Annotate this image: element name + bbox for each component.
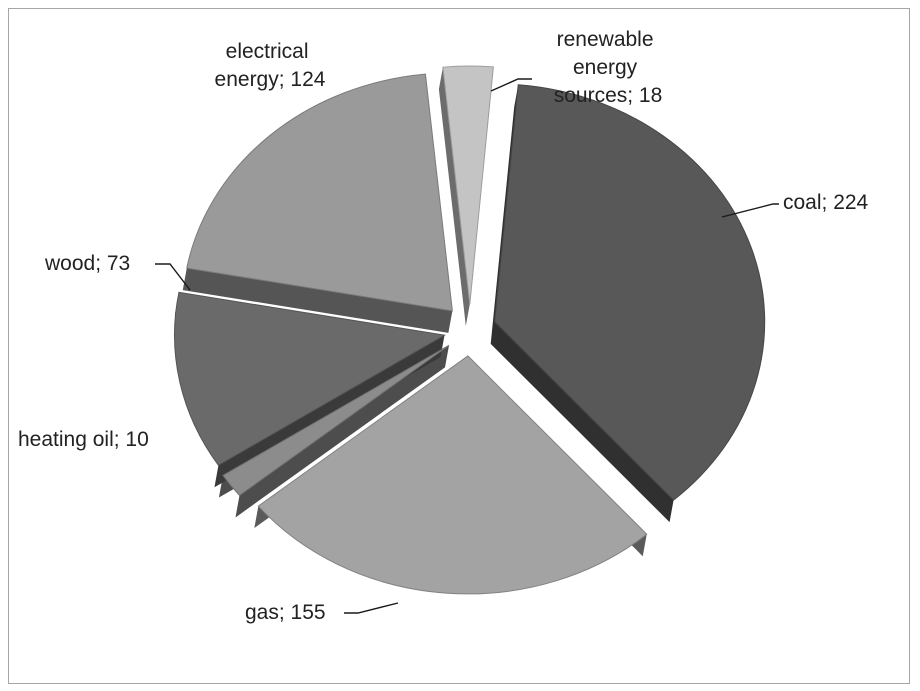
- slice-electrical-energy: [186, 73, 453, 312]
- leader-line-gas: [344, 602, 399, 614]
- slice-gas: [257, 355, 648, 595]
- slice-side-coal: [490, 84, 674, 523]
- leader-line-coal: [721, 203, 779, 218]
- data-label-electrical-energy-line-2: energy; 124: [215, 68, 326, 91]
- data-label-wood: wood; 73: [44, 252, 130, 275]
- data-label-heating-oil: heating oil; 10: [18, 428, 149, 451]
- data-label-coal: coal; 224: [783, 191, 869, 214]
- slice-top-layer: [174, 65, 766, 595]
- data-label-renewable-line-1: renewable: [557, 28, 654, 51]
- slice-coal: [494, 84, 766, 501]
- data-label-gas: gas; 155: [245, 601, 326, 624]
- data-label-renewable-line-3: sources; 18: [554, 84, 663, 107]
- data-labels: coal; 224 gas; 155 heating oil; 10 wood;…: [18, 28, 869, 624]
- data-label-renewable-energy-sources: renewable energy sources; 18: [554, 28, 663, 107]
- slice-renewable-energy-sources: [442, 65, 494, 305]
- slice-side-heating-oil: [218, 345, 449, 518]
- leader-line-wood: [155, 263, 191, 291]
- data-label-electrical-energy-line-1: electrical: [226, 40, 309, 63]
- slice-wood: [174, 291, 446, 466]
- data-label-renewable-line-2: energy: [573, 56, 638, 79]
- data-label-electrical-energy: electrical energy; 124: [215, 40, 326, 91]
- slice-heating-oil: [222, 344, 450, 497]
- leader-line-renewable: [490, 78, 532, 92]
